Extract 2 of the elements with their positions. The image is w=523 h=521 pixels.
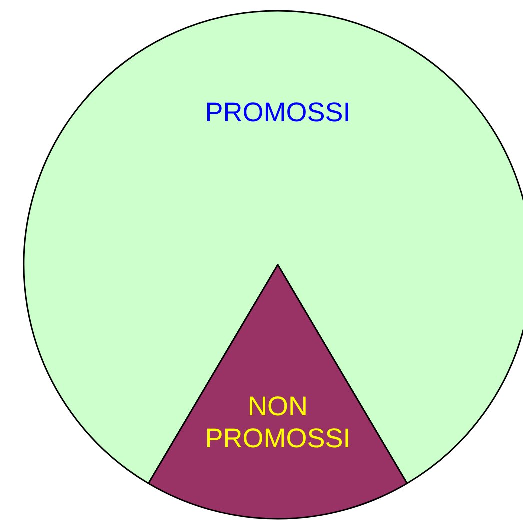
slice-label: PROMOSSI xyxy=(205,98,351,128)
slice-label: NON PROMOSSI xyxy=(205,391,351,454)
